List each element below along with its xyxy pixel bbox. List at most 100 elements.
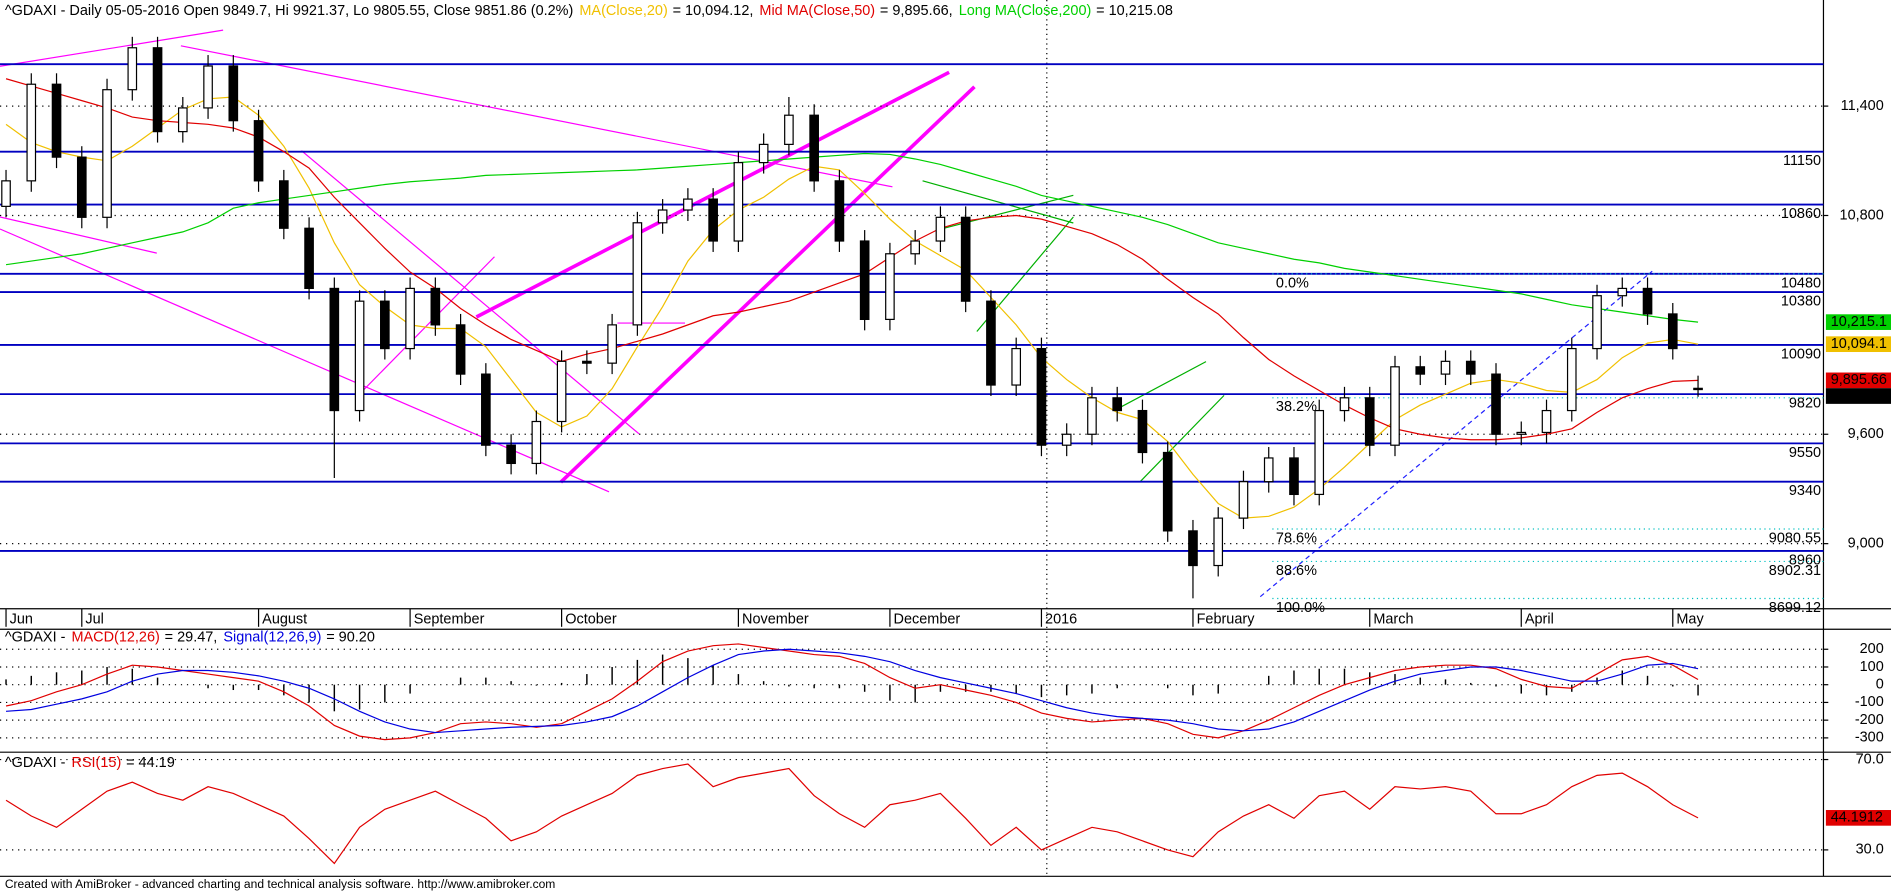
trendline [1139,394,1225,483]
candle-body [1,180,11,207]
macd-title: ^GDAXI - MACD(12,26) = 29.47, Signal(12,26,… [5,629,375,645]
y-tick-label: 10,800 [1840,207,1884,223]
legend-name: MACD(12,26) [71,629,159,645]
fib-price-label: 8699.12 [1769,600,1821,616]
candle-body [329,287,340,412]
candle-body [1263,457,1274,483]
level-label: 8960 [1789,552,1821,568]
trendline [922,180,1074,224]
value-label: 9,895.66 [1831,372,1887,388]
legend-value: = 10,094.12, [673,3,754,19]
candle-body [26,83,37,182]
candle-body [506,444,516,465]
indicator-line [5,78,1699,441]
legend-name: Signal(12,26,9) [223,629,321,645]
candle-body [1036,347,1047,446]
title-text: ^GDAXI - Daily 05-05-2016 Open 9849.7, H… [5,3,574,19]
value-label: 44.1912 [1831,810,1883,826]
fib-price-label: 8902.31 [1769,563,1821,579]
level-label: 9550 [1789,445,1821,461]
indicator-line [5,96,1699,519]
title-text: ^GDAXI - [5,755,66,771]
title-text: ^GDAXI - [5,629,66,645]
x-tick-label: 2016 [1045,611,1077,627]
legend-name: MA(Close,20) [579,3,667,19]
candle-body [657,209,668,224]
indicator-line [5,763,1699,865]
candle-body [1642,287,1653,315]
value-label: 10,094.1 [1831,336,1887,352]
candle-body [1541,409,1552,434]
candle-body [152,47,163,133]
legend-name: Mid MA(Close,50) [759,3,875,19]
x-tick-label: October [565,611,617,627]
x-tick-label: September [414,611,485,627]
candle-body [1566,347,1577,412]
candle-body [278,180,289,229]
value-label: 10,215.1 [1831,314,1887,330]
candle-body [1289,457,1299,496]
candle-body [1162,451,1173,532]
level-label: 10480 [1781,275,1821,291]
legend-name: Long MA(Close,200) [959,3,1092,19]
candle-body [1465,360,1476,375]
legend-value: = 90.20 [326,629,375,645]
y-tick-label: 9,600 [1848,426,1884,442]
y-tick-label: -100 [1855,694,1884,710]
candle-body [784,114,794,145]
chart-title: ^GDAXI - Daily 05-05-2016 Open 9849.7, H… [5,3,1173,19]
candle-body [1339,397,1350,412]
footer: Created with AmiBroker - advanced charti… [5,877,556,891]
candle-body [708,198,718,242]
candle-body [1693,387,1703,391]
y-tick-label: 11,400 [1841,98,1884,114]
candle-body [102,89,112,218]
candle-body [809,114,819,182]
value-label-box [1825,314,1891,330]
x-tick-label: August [262,611,307,627]
candle-body [304,227,314,290]
candle-body [1617,287,1628,297]
y-tick-label: -200 [1855,712,1884,728]
value-label-box [1825,810,1891,826]
candle-body [986,300,996,386]
candle-body [1390,366,1400,446]
level-label: 9820 [1789,396,1821,412]
indicator-line [5,643,1699,741]
candle-body [1087,397,1097,435]
candle-body [1440,360,1451,375]
y-tick-label: 200 [1860,641,1884,657]
fib-label: 78.6% [1276,530,1317,546]
x-tick-label: Jun [10,611,33,627]
candle-body [531,420,542,465]
value-label: 9,851.86 [1831,388,1887,404]
x-tick-label: November [742,611,809,627]
value-label-box [1825,336,1891,353]
candle-body [127,47,138,91]
candle-body [1491,373,1501,435]
candle-body [859,240,870,321]
candle-body [203,65,213,109]
fib-price-label: 9080.55 [1769,530,1821,546]
candle-body [1188,530,1198,567]
fib-label: 100.0% [1276,600,1325,616]
x-tick-label: Jul [85,611,103,627]
y-tick-label: 9,000 [1848,535,1884,551]
level-label: 11150 [1783,153,1821,169]
candle-body [910,240,920,255]
y-tick-label: 0 [1876,677,1884,693]
x-tick-label: February [1197,611,1256,627]
candle-body [1364,397,1375,446]
candle-body [582,360,592,364]
x-tick-label: May [1676,611,1704,627]
candle-body [354,300,365,412]
fib-label: 0.0% [1276,275,1309,291]
legend-value: = 10,215.08 [1096,3,1173,19]
candle-body [1314,409,1325,496]
rsi-title: ^GDAXI - RSI(15) = 44.19 [5,755,175,771]
candle-body [430,287,441,326]
candle-body [1011,347,1022,386]
candle-body [1213,517,1224,567]
